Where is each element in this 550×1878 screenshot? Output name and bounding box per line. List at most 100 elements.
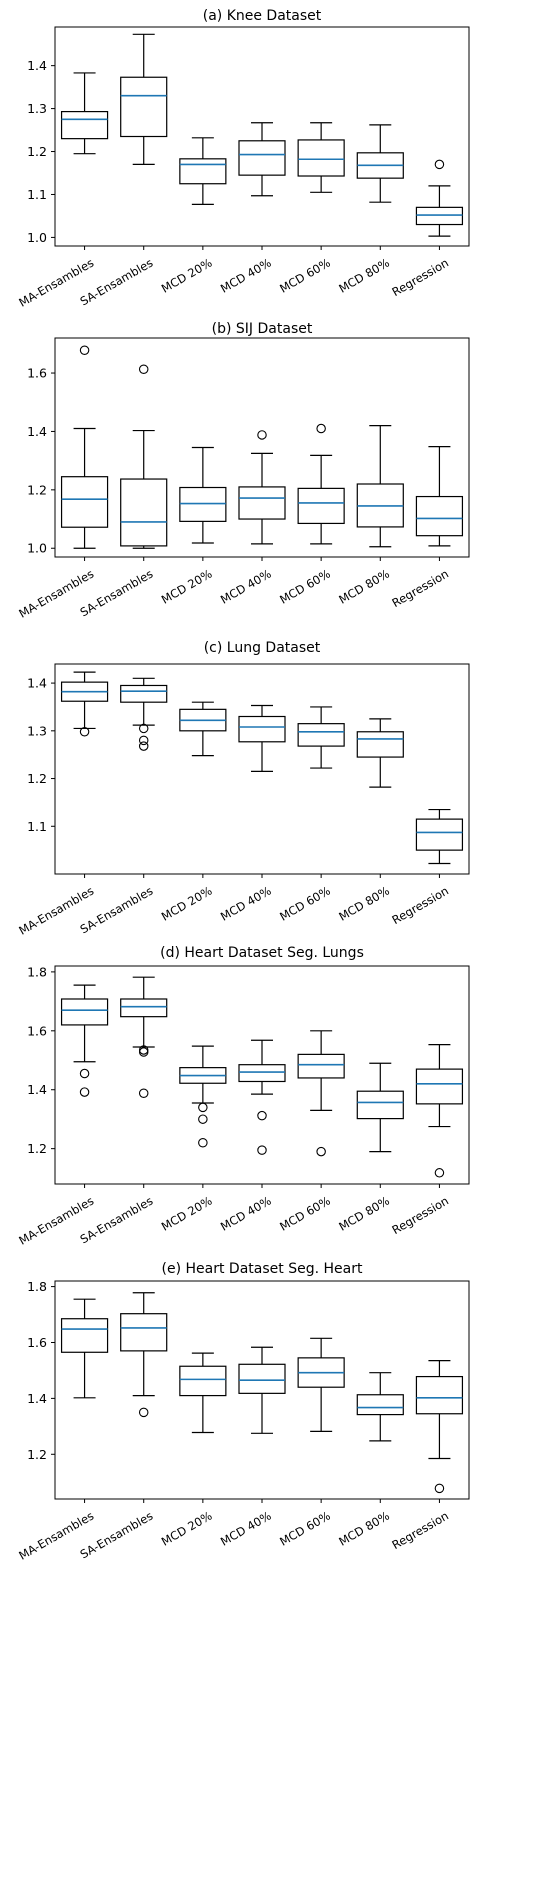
box-3 [179, 701, 227, 757]
outlier-point [198, 1102, 208, 1113]
x-tick-label: MCD 80% [336, 884, 392, 924]
outlier-point [198, 1138, 208, 1148]
x-tick-label: MCD 40% [218, 567, 274, 607]
x-tick-label: MCD 80% [336, 567, 392, 607]
box-body [238, 486, 286, 520]
outlier-point [434, 159, 445, 170]
box-body [415, 1375, 464, 1415]
box-6 [356, 1062, 404, 1153]
chart-panel-4: (d) Heart Dataset Seg. Lungs 1.2 1.4 1.6 1.8… [16, 945, 470, 1248]
box-3 [179, 446, 227, 544]
outlier-point [257, 1145, 267, 1155]
box-body [120, 478, 168, 547]
outlier-point [138, 1407, 149, 1418]
outlier-point [434, 1168, 445, 1178]
y-tick-label: 1.2 [27, 144, 47, 159]
box-body [415, 818, 464, 851]
outlier-point [198, 1114, 208, 1124]
box-body [297, 487, 345, 525]
y-tick-label: 1.1 [27, 819, 47, 834]
y-tick-label: 1.4 [27, 58, 47, 73]
box-2 [120, 364, 168, 549]
y-tick-label: 1.2 [27, 1447, 47, 1462]
box-2 [120, 33, 168, 166]
x-tick-label: Regression [390, 1194, 451, 1238]
plot-frame [54, 1280, 470, 1500]
box-5 [297, 706, 345, 769]
box-6 [356, 425, 404, 548]
x-tick-label: Regression [390, 1509, 451, 1553]
box-5 [297, 122, 345, 193]
box-1 [60, 72, 109, 155]
x-tick-label: MCD 20% [159, 884, 215, 924]
y-tick-label: 1.8 [27, 1279, 47, 1294]
box-body [60, 1318, 109, 1353]
y-tick-label: 1.3 [27, 723, 47, 738]
x-tick-label: MCD 60% [277, 1194, 333, 1234]
box-5 [297, 1030, 345, 1157]
box-1 [60, 984, 109, 1097]
box-1 [60, 345, 109, 549]
x-tick-label: Regression [390, 567, 451, 611]
box-body [120, 998, 168, 1018]
box-body [297, 1053, 345, 1079]
chart-title: (e) Heart Dataset Seg. Heart [162, 1261, 363, 1277]
chart-title: (b) SIJ Dataset [212, 321, 313, 337]
y-tick-label: 1.4 [27, 1082, 47, 1097]
x-tick-label: Regression [390, 884, 451, 928]
outlier-point [79, 727, 90, 737]
box-body [60, 110, 109, 140]
box-4 [238, 1039, 286, 1155]
x-tick-label: MCD 60% [277, 1509, 333, 1549]
y-tick-label: 1.1 [27, 187, 47, 202]
y-tick-label: 1.6 [27, 366, 47, 381]
box-body [179, 158, 227, 185]
box-7 [415, 808, 464, 865]
box-7 [415, 1360, 464, 1494]
x-tick-label: MCD 80% [336, 1509, 392, 1549]
box-4 [238, 704, 286, 772]
box-body [415, 206, 464, 226]
x-tick-label: MCD 80% [336, 1194, 392, 1234]
box-body [238, 1064, 286, 1083]
box-6 [356, 1372, 404, 1442]
box-body [356, 731, 404, 758]
box-3 [179, 1045, 227, 1148]
chart-title: (a) Knee Dataset [203, 8, 322, 24]
x-tick-label: MCD 40% [218, 1509, 274, 1549]
box-3 [179, 1352, 227, 1434]
outlier-point [138, 735, 149, 746]
outlier-point [138, 723, 149, 734]
x-tick-label: MCD 80% [336, 256, 392, 296]
chart-panel-1: (a) Knee Dataset1.01.11.21.31.4MA-Ensamb… [16, 8, 470, 310]
box-4 [238, 1346, 286, 1434]
y-tick-label: 1.2 [27, 482, 47, 497]
box-5 [297, 423, 345, 545]
outlier-point [138, 741, 149, 751]
y-tick-label: 1.6 [27, 1023, 47, 1038]
outlier-point [79, 1087, 90, 1097]
outlier-point [138, 1047, 149, 1057]
box-7 [415, 1044, 464, 1178]
y-tick-label: 1.2 [27, 771, 47, 786]
box-4 [238, 122, 286, 197]
y-tick-label: 1.2 [27, 1141, 47, 1156]
x-tick-label: MCD 40% [218, 256, 274, 296]
box-7 [415, 159, 464, 237]
x-tick-label: MCD 20% [159, 256, 215, 296]
box-body [120, 684, 168, 703]
box-1 [60, 1298, 109, 1399]
box-body [179, 1365, 227, 1397]
outlier-point [138, 364, 149, 374]
outlier-point [257, 1110, 267, 1121]
box-body [238, 140, 286, 176]
y-tick-label: 1.4 [27, 1391, 47, 1406]
outlier-point [138, 1088, 149, 1099]
x-tick-label: MCD 20% [159, 1194, 215, 1234]
x-tick-label: MCD 60% [277, 256, 333, 296]
box-body [120, 1313, 168, 1352]
box-body [297, 139, 345, 177]
x-tick-label: MCD 60% [277, 884, 333, 924]
y-tick-label: 1.4 [27, 424, 47, 439]
